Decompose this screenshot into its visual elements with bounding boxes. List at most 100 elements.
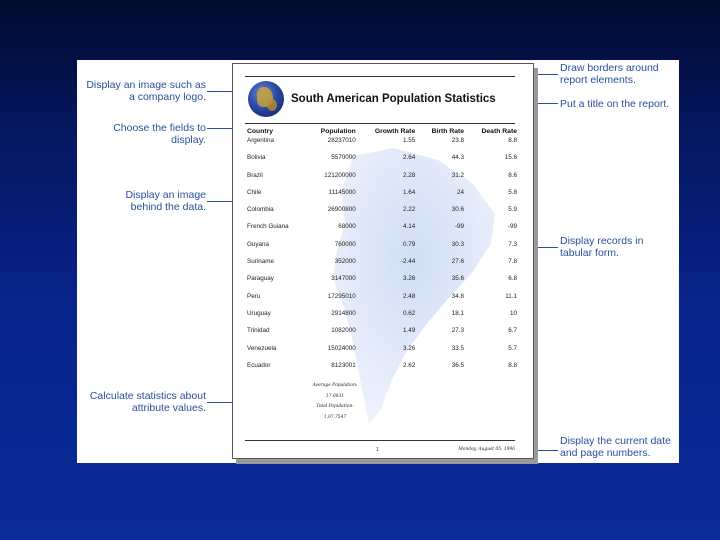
cell-growth-rate: 2.48 <box>402 292 416 300</box>
report-border-title <box>245 123 515 124</box>
cell-birth-rate: 35.6 <box>451 275 465 283</box>
cell-country: Guyana <box>247 240 270 248</box>
cell-country: Paraguay <box>247 275 274 283</box>
callout-background-line2: behind the data. <box>130 201 206 213</box>
data-table: Country Population Growth Rate Birth Rat… <box>247 126 519 378</box>
column-header-death-rate: Death Rate <box>481 127 517 135</box>
report-title: South American Population Statistics <box>291 93 496 105</box>
callout-title: Put a title on the report. <box>560 98 680 110</box>
cell-birth-rate: 30.3 <box>451 240 465 248</box>
table-row: Trinidad 1082000 1.49 27.3 6.7 <box>247 326 519 343</box>
cell-growth-rate: 2.64 <box>402 154 416 162</box>
cell-population: 2914800 <box>331 309 356 317</box>
cell-population: 3147000 <box>331 275 356 283</box>
report-border-footer <box>245 440 515 441</box>
callout-background-line1: Display an image <box>125 189 206 201</box>
cell-country: Argentina <box>247 137 274 144</box>
cell-country: Brazil <box>247 171 263 179</box>
table-row: Guyana 760000 0.79 30.3 7.3 <box>247 240 519 257</box>
cell-growth-rate: 3.26 <box>402 344 416 352</box>
leader-tabular <box>520 247 558 248</box>
callout-fields-line1: Choose the fields to <box>113 122 206 134</box>
callout-logo-line2: a company logo. <box>128 91 206 103</box>
leader-date-page <box>528 450 558 451</box>
callout-tabular: Display records in tabular form. <box>560 235 680 259</box>
callout-background-image: Display an image behind the data. <box>78 189 206 213</box>
callout-tabular-line1: Display records in <box>560 235 644 247</box>
callout-statistics-line1: Calculate statistics about <box>89 390 206 402</box>
cell-population: 15024000 <box>327 344 356 352</box>
callout-borders-line2: report elements. <box>560 74 636 86</box>
cell-population: 760000 <box>334 240 356 248</box>
cell-death-rate: 6.8 <box>508 275 517 283</box>
table-row: French Guiana 68000 4.14 -99 -99 <box>247 222 519 239</box>
callout-statistics: Calculate statistics about attribute val… <box>78 390 206 414</box>
cell-growth-rate: -2.44 <box>400 258 416 266</box>
page-number: 1 <box>376 447 379 453</box>
cell-death-rate: 5.9 <box>508 206 517 214</box>
callout-borders-line1: Draw borders around <box>560 62 659 74</box>
total-population-value: 1,07,7547 <box>323 414 347 420</box>
table-row: Colombia 26900800 2.22 30.6 5.9 <box>247 205 519 222</box>
cell-death-rate: 8.8 <box>508 137 517 144</box>
callout-statistics-line2: attribute values. <box>131 402 206 414</box>
cell-birth-rate: 31.2 <box>451 171 465 179</box>
cell-country: Uruguay <box>247 309 271 317</box>
cell-growth-rate: 2.28 <box>402 171 416 179</box>
table-row: Argentina 28237010 1.55 23.8 8.8 <box>247 136 519 153</box>
table-row: Bolivia 5570000 2.64 44.3 15.6 <box>247 153 519 170</box>
callout-date-line2: and page numbers. <box>560 447 651 459</box>
column-header-country: Country <box>247 127 274 135</box>
cell-birth-rate: 30.6 <box>451 206 465 214</box>
cell-birth-rate: 27.3 <box>451 327 465 335</box>
table-row: Uruguay 2914800 0.62 18.1 10 <box>247 309 519 326</box>
cell-population: 121200000 <box>324 171 356 179</box>
cell-death-rate: 6.7 <box>508 327 517 335</box>
cell-birth-rate: 34.8 <box>451 292 465 300</box>
table-row: Peru 17295010 2.48 34.8 11.1 <box>247 292 519 309</box>
average-population-value: 17,0831 <box>325 393 345 399</box>
cell-country: Bolivia <box>247 154 266 162</box>
average-population-label: Average Population: <box>312 383 358 388</box>
report-border-top <box>245 76 515 77</box>
cell-death-rate: 7.8 <box>508 258 517 266</box>
column-header-birth-rate: Birth Rate <box>431 127 465 135</box>
cell-birth-rate: 18.1 <box>451 309 465 317</box>
cell-population: 28237010 <box>327 137 356 144</box>
cell-birth-rate: 33.5 <box>451 344 465 352</box>
cell-death-rate: 8.8 <box>508 361 517 369</box>
cell-birth-rate: 36.5 <box>451 361 465 369</box>
leader-logo <box>207 91 247 92</box>
callout-title-line1: Put a title on the report. <box>560 98 670 110</box>
callout-borders: Draw borders around report elements. <box>560 62 680 86</box>
cell-country: Suriname <box>247 258 274 266</box>
leader-borders <box>520 74 558 75</box>
column-header-growth-rate: Growth Rate <box>374 127 416 135</box>
cell-birth-rate: 27.6 <box>451 258 465 266</box>
cell-population: 68000 <box>338 223 356 231</box>
cell-death-rate: 10 <box>509 309 517 317</box>
table-row: Brazil 121200000 2.28 31.2 8.6 <box>247 171 519 188</box>
callout-tabular-line2: tabular form. <box>560 247 619 259</box>
table-row: Paraguay 3147000 3.26 35.6 6.8 <box>247 274 519 291</box>
table-body: Argentina 28237010 1.55 23.8 8.8 Bolivia 55700… <box>247 136 519 378</box>
table-row: Venezuela 15024000 3.26 33.5 5.7 <box>247 344 519 361</box>
callout-fields-line2: display. <box>171 134 206 146</box>
column-header-population: Population <box>320 127 356 135</box>
cell-growth-rate: 2.22 <box>402 206 416 214</box>
statistics-block: Average Population: 17,0831 Total Popula… <box>305 381 365 423</box>
report-page: South American Population Statistics Cou… <box>232 63 534 459</box>
cell-country: French Guiana <box>247 223 289 231</box>
leader-fields <box>207 128 247 129</box>
cell-growth-rate: 0.62 <box>402 309 416 317</box>
cell-death-rate: -99 <box>507 223 517 231</box>
table-row: Ecuador 8123001 2.62 36.5 8.8 <box>247 361 519 378</box>
table-row: Chile 11145000 1.64 24 5.8 <box>247 188 519 205</box>
callout-fields: Choose the fields to display. <box>78 122 206 146</box>
cell-country: Chile <box>247 188 262 196</box>
cell-country: Colombia <box>247 206 274 214</box>
cell-death-rate: 7.3 <box>508 240 517 248</box>
cell-growth-rate: 4.14 <box>402 223 416 231</box>
globe-logo-icon <box>248 81 284 117</box>
cell-death-rate: 5.7 <box>508 344 517 352</box>
